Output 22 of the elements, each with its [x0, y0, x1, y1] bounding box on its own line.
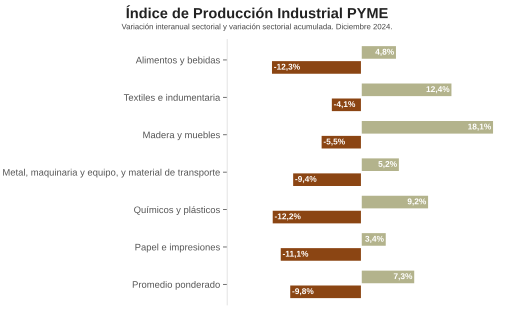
data-label: -12,3%	[274, 64, 300, 71]
data-label: 5,2%	[378, 161, 397, 168]
data-label: -5,5%	[324, 138, 345, 146]
y-tick-label: Alimentos y bebidas	[136, 56, 220, 66]
y-tick-label: Químicos y plásticos	[134, 206, 220, 216]
y-tick-label: Metal, maquinaria y equipo, y material de transporte	[3, 168, 220, 178]
data-label: -9,8%	[292, 288, 314, 296]
data-label: 18,1%	[468, 124, 492, 131]
chart-title: Índice de Producción Industrial PYME	[126, 5, 388, 18]
data-label: 7,3%	[394, 273, 412, 280]
data-label: 3,4%	[365, 236, 384, 243]
data-label: -9,4%	[295, 176, 316, 184]
data-label: 12,4%	[426, 86, 450, 94]
data-label: 9,2%	[408, 198, 426, 206]
y-tick-label: Madera y muebles	[143, 131, 220, 140]
data-label: -4,1%	[334, 101, 356, 108]
y-tick-label: Papel e impresiones	[135, 244, 220, 252]
y-tick-label: Textiles e indumentaria	[124, 94, 220, 101]
data-label: -11,1%	[282, 250, 308, 258]
data-label: 4,8%	[375, 48, 394, 56]
y-tick-label: Promedio ponderado	[132, 280, 220, 290]
data-label: -12,2%	[274, 213, 301, 220]
